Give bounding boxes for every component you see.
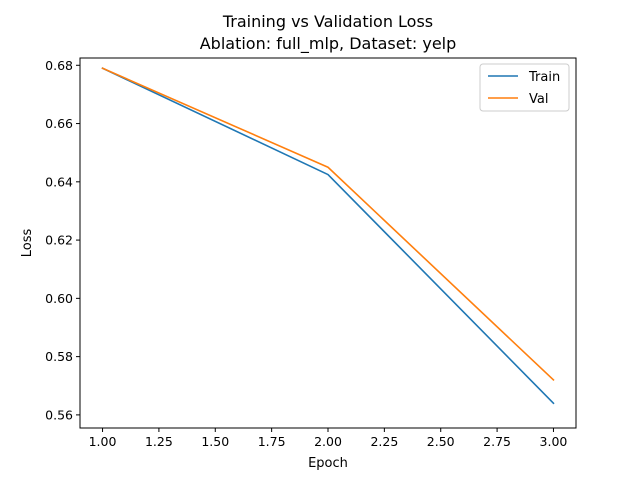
y-tick-label: 0.66	[45, 116, 73, 131]
legend: Train Val	[479, 63, 570, 112]
x-tick-label: 2.75	[483, 434, 511, 449]
x-tick-label: 1.00	[89, 434, 117, 449]
x-tick-label: 2.50	[427, 434, 455, 449]
y-tick-label: 0.58	[45, 349, 73, 364]
y-tick-label: 0.68	[45, 58, 73, 73]
y-axis: 0.56 0.58 0.60 0.62 0.64 0.66 0.68	[45, 58, 80, 422]
y-tick-label: 0.60	[45, 291, 73, 306]
plot-area	[101, 67, 555, 405]
series-line-train	[101, 67, 555, 405]
x-tick-label: 1.25	[145, 434, 173, 449]
series-line-val	[101, 67, 555, 382]
x-axis: 1.00 1.25 1.50 1.75 2.00 2.25 2.50 2.75 3.00	[89, 428, 568, 449]
legend-label-train: Train	[528, 70, 560, 85]
chart-title: Training vs Validation Loss	[222, 12, 433, 31]
legend-label-val: Val	[529, 92, 548, 107]
x-tick-label: 1.50	[201, 434, 229, 449]
y-tick-label: 0.56	[45, 407, 73, 422]
y-tick-label: 0.62	[45, 233, 73, 248]
chart-subtitle: Ablation: full_mlp, Dataset: yelp	[200, 34, 457, 54]
x-axis-label: Epoch	[308, 456, 348, 471]
y-tick-label: 0.64	[45, 174, 73, 189]
x-tick-label: 2.25	[370, 434, 398, 449]
x-tick-label: 2.00	[314, 434, 342, 449]
x-tick-label: 1.75	[258, 434, 286, 449]
x-tick-label: 3.00	[540, 434, 568, 449]
y-axis-label: Loss	[20, 229, 35, 258]
